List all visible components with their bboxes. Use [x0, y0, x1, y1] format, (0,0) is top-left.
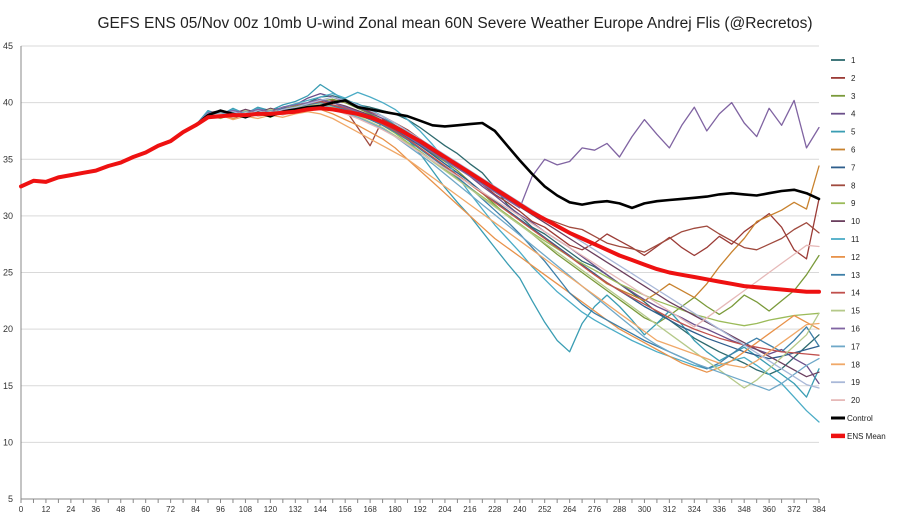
legend-label: 10 [851, 217, 860, 226]
legend: 1234567891011121314151617181920ControlEN… [831, 56, 886, 441]
x-tick-label: 84 [191, 505, 200, 514]
y-tick-label: 45 [3, 41, 13, 51]
x-tick-label: 312 [663, 505, 677, 514]
legend-label: 14 [851, 289, 860, 298]
x-tick-label: 24 [66, 505, 75, 514]
x-tick-label: 192 [413, 505, 427, 514]
legend-label: ENS Mean [847, 432, 886, 441]
x-tick-label: 240 [513, 505, 527, 514]
x-tick-label: 216 [463, 505, 477, 514]
legend-label: 3 [851, 92, 856, 101]
y-tick-label: 5 [8, 494, 13, 504]
x-tick-label: 252 [538, 505, 552, 514]
x-tick-label: 120 [264, 505, 278, 514]
x-tick-label: 384 [812, 505, 826, 514]
x-tick-label: 264 [563, 505, 577, 514]
legend-label: 8 [851, 181, 856, 190]
x-tick-label: 156 [339, 505, 353, 514]
legend-label: 12 [851, 253, 860, 262]
x-tick-label: 336 [713, 505, 727, 514]
x-tick-label: 204 [438, 505, 452, 514]
y-tick-label: 40 [3, 98, 13, 108]
legend-label: 1 [851, 56, 856, 65]
x-tick-label: 168 [363, 505, 377, 514]
x-tick-label: 48 [116, 505, 125, 514]
series-layer [19, 83, 821, 423]
legend-label: 9 [851, 199, 856, 208]
axis-layer: 5 10 15 20 25 30 35 40 45 0 12 24 36 48 60 72 84 96 108 120… [3, 41, 826, 514]
x-tick-label: 132 [289, 505, 303, 514]
x-tick-label: 372 [787, 505, 801, 514]
x-tick-label: 108 [239, 505, 253, 514]
legend-label: 13 [851, 271, 860, 280]
x-tick-label: 348 [738, 505, 752, 514]
x-tick-label: 96 [216, 505, 225, 514]
y-tick-label: 35 [3, 154, 13, 164]
x-tick-label: 72 [166, 505, 175, 514]
legend-label: 6 [851, 146, 856, 155]
legend-label: 15 [851, 307, 860, 316]
y-tick-label: 25 [3, 268, 13, 278]
x-tick-label: 288 [613, 505, 627, 514]
y-tick-label: 30 [3, 211, 13, 221]
legend-label: Control [847, 414, 873, 423]
legend-label: 5 [851, 128, 856, 137]
legend-label: 16 [851, 325, 860, 334]
x-tick-label: 300 [638, 505, 652, 514]
y-tick-label: 10 [3, 437, 13, 447]
x-tick-label: 360 [762, 505, 776, 514]
y-tick-label: 15 [3, 381, 13, 391]
legend-label: 18 [851, 360, 860, 369]
grid-layer [21, 45, 819, 500]
legend-label: 19 [851, 378, 860, 387]
x-tick-label: 0 [19, 505, 24, 514]
series-line-ens-mean [19, 106, 821, 294]
x-tick-label: 60 [141, 505, 150, 514]
x-tick-label: 144 [314, 505, 328, 514]
x-tick-label: 180 [388, 505, 402, 514]
y-tick-label: 20 [3, 324, 13, 334]
x-tick-label: 12 [41, 505, 50, 514]
legend-label: 7 [851, 163, 856, 172]
chart-title: GEFS ENS 05/Nov 00z 10mb U-wind Zonal me… [98, 15, 813, 32]
legend-label: 17 [851, 342, 860, 351]
legend-label: 2 [851, 74, 856, 83]
x-tick-label: 228 [488, 505, 502, 514]
x-tick-label: 36 [91, 505, 100, 514]
legend-label: 11 [851, 235, 860, 244]
x-tick-label: 276 [588, 505, 602, 514]
x-tick-label: 324 [688, 505, 702, 514]
legend-label: 4 [851, 110, 856, 119]
legend-label: 20 [851, 396, 860, 405]
